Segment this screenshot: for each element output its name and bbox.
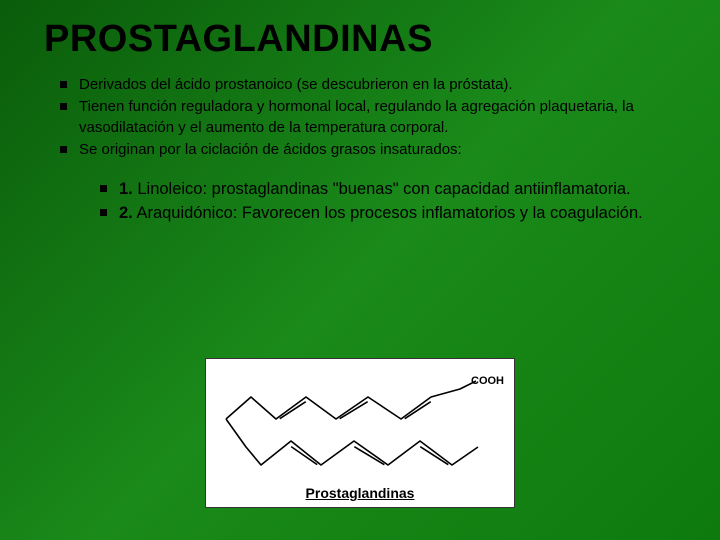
item-lead: 2. (119, 204, 133, 222)
bullet-square-icon (60, 81, 67, 88)
list-item: Derivados del ácido prostanoico (se desc… (60, 75, 680, 95)
list-item: Tienen función reguladora y hormonal loc… (60, 97, 680, 138)
list-item-text: Se originan por la ciclación de ácidos g… (79, 140, 462, 160)
list-item-text: 2. Araquidónico: Favorecen los procesos … (119, 202, 643, 224)
item-rest: Araquidónico: Favorecen los procesos inf… (133, 204, 643, 222)
item-rest: Linoleico: prostaglandinas "buenas" con … (133, 180, 631, 198)
outer-bullet-list: Derivados del ácido prostanoico (se desc… (0, 71, 720, 160)
cooh-label: COOH (471, 375, 504, 387)
list-item: 1. Linoleico: prostaglandinas "buenas" c… (100, 178, 680, 200)
bullet-square-icon (100, 185, 107, 192)
molecule-diagram: COOH Prostaglandinas (205, 358, 515, 508)
inner-bullet-list: 1. Linoleico: prostaglandinas "buenas" c… (0, 162, 720, 225)
list-item: 2. Araquidónico: Favorecen los procesos … (100, 202, 680, 224)
list-item-text: Derivados del ácido prostanoico (se desc… (79, 75, 513, 95)
list-item-text: Tienen función reguladora y hormonal loc… (79, 97, 680, 138)
list-item: Se originan por la ciclación de ácidos g… (60, 140, 680, 160)
list-item-text: 1. Linoleico: prostaglandinas "buenas" c… (119, 178, 631, 200)
diagram-caption: Prostaglandinas (206, 485, 514, 501)
page-title: PROSTAGLANDINAS (0, 0, 720, 71)
item-lead: 1. (119, 180, 133, 198)
bullet-square-icon (60, 103, 67, 110)
bullet-square-icon (100, 209, 107, 216)
bullet-square-icon (60, 146, 67, 153)
